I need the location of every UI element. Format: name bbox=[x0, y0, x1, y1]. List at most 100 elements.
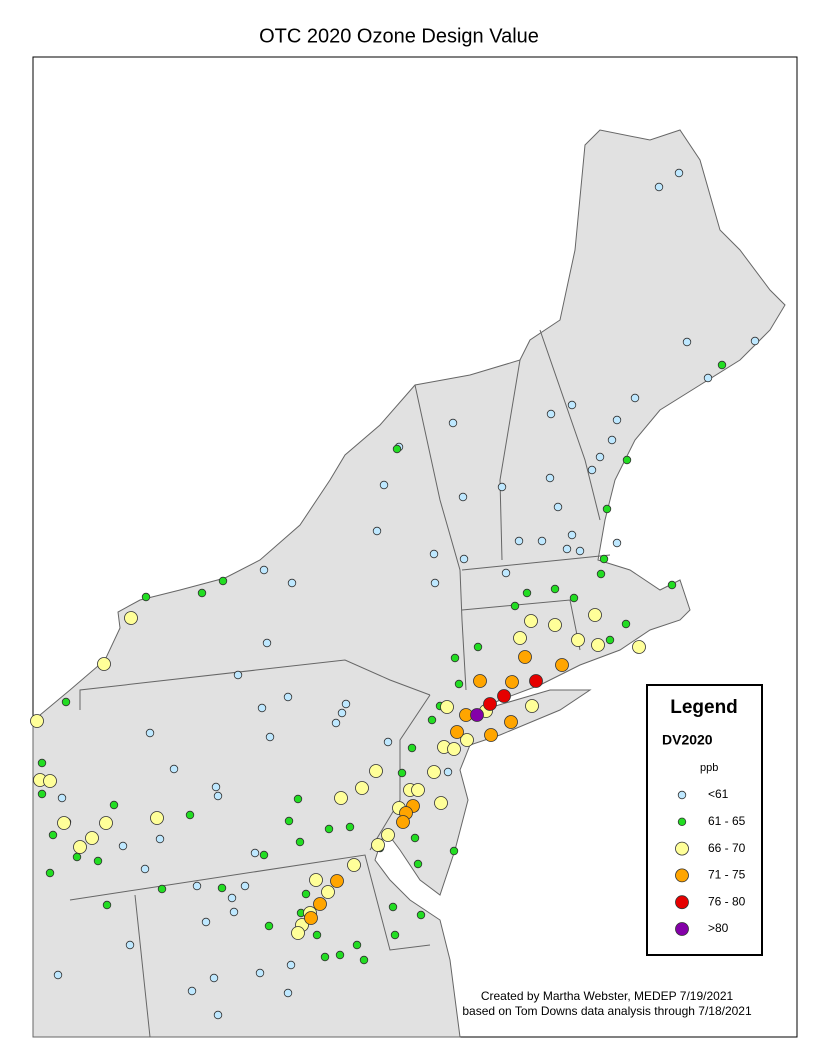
legend-label: 66 - 70 bbox=[708, 841, 746, 855]
monitor-site bbox=[470, 708, 484, 722]
monitor-site bbox=[504, 715, 518, 729]
monitor-site bbox=[397, 768, 407, 778]
monitor-site bbox=[546, 409, 556, 419]
monitor-site bbox=[529, 674, 543, 688]
monitor-site bbox=[97, 657, 111, 671]
monitor-site bbox=[567, 400, 577, 410]
monitor-site bbox=[255, 968, 265, 978]
monitor-site bbox=[218, 576, 228, 586]
legend-symbol bbox=[677, 790, 687, 800]
monitor-site bbox=[313, 897, 327, 911]
monitor-site bbox=[30, 714, 44, 728]
monitor-site bbox=[483, 697, 497, 711]
monitor-site bbox=[355, 781, 369, 795]
monitor-site bbox=[674, 168, 684, 178]
monitor-site bbox=[448, 418, 458, 428]
monitor-site bbox=[331, 718, 341, 728]
monitor-site bbox=[209, 973, 219, 983]
monitor-site bbox=[118, 841, 128, 851]
monitor-site bbox=[460, 733, 474, 747]
monitor-site bbox=[259, 565, 269, 575]
monitor-site bbox=[427, 715, 437, 725]
monitor-site bbox=[295, 837, 305, 847]
monitor-site bbox=[596, 569, 606, 579]
legend-label: 76 - 80 bbox=[708, 894, 746, 908]
monitor-site bbox=[309, 873, 323, 887]
monitor-site bbox=[304, 911, 318, 925]
monitor-site bbox=[72, 852, 82, 862]
monitor-site bbox=[140, 864, 150, 874]
monitor-site bbox=[43, 774, 57, 788]
monitor-site bbox=[497, 689, 511, 703]
monitor-site bbox=[359, 955, 369, 965]
monitor-site bbox=[473, 642, 483, 652]
monitor-site bbox=[567, 530, 577, 540]
monitor-site bbox=[352, 940, 362, 950]
monitor-site bbox=[341, 699, 351, 709]
monitor-site bbox=[682, 337, 692, 347]
legend-unit: ppb bbox=[700, 762, 718, 774]
monitor-site bbox=[257, 703, 267, 713]
monitor-site bbox=[524, 614, 538, 628]
monitor-site bbox=[411, 783, 425, 797]
monitor-site bbox=[345, 822, 355, 832]
monitor-site bbox=[440, 700, 454, 714]
monitor-site bbox=[192, 881, 202, 891]
monitor-site bbox=[293, 794, 303, 804]
monitor-site bbox=[265, 732, 275, 742]
monitor-site bbox=[575, 546, 585, 556]
legend-label: <61 bbox=[708, 787, 729, 801]
monitor-site bbox=[259, 850, 269, 860]
monitor-site bbox=[347, 858, 361, 872]
monitor-site bbox=[213, 1010, 223, 1020]
monitor-site bbox=[85, 831, 99, 845]
monitor-site bbox=[587, 465, 597, 475]
monitor-site bbox=[537, 536, 547, 546]
monitor-site bbox=[233, 670, 243, 680]
legend-symbol bbox=[677, 817, 687, 826]
monitor-site bbox=[301, 889, 311, 899]
monitor-site bbox=[548, 618, 562, 632]
monitor-site bbox=[396, 815, 410, 829]
credit-line: Created by Martha Webster, MEDEP 7/19/20… bbox=[481, 989, 734, 1003]
monitor-site bbox=[371, 838, 385, 852]
monitor-site bbox=[591, 638, 605, 652]
monitor-site bbox=[430, 578, 440, 588]
monitor-site bbox=[514, 536, 524, 546]
monitor-site bbox=[473, 674, 487, 688]
monitor-site bbox=[510, 601, 520, 611]
monitor-site bbox=[201, 917, 211, 927]
monitor-site bbox=[187, 986, 197, 996]
monitor-site bbox=[124, 611, 138, 625]
monitor-site bbox=[312, 930, 322, 940]
monitor-site bbox=[286, 960, 296, 970]
monitor-site bbox=[513, 631, 527, 645]
monitor-site bbox=[717, 360, 727, 370]
monitor-site bbox=[750, 336, 760, 346]
monitor-site bbox=[667, 580, 677, 590]
monitor-site bbox=[57, 793, 67, 803]
legend-title: Legend bbox=[670, 697, 738, 718]
monitor-site bbox=[545, 473, 555, 483]
monitor-site bbox=[155, 834, 165, 844]
monitor-site bbox=[197, 588, 207, 598]
monitor-site bbox=[330, 874, 344, 888]
monitor-site bbox=[602, 504, 612, 514]
monitor-site bbox=[612, 538, 622, 548]
monitor-site bbox=[632, 640, 646, 654]
monitor-site bbox=[102, 900, 112, 910]
monitor-site bbox=[227, 893, 237, 903]
monitor-site bbox=[654, 182, 664, 192]
monitor-site bbox=[555, 658, 569, 672]
monitor-site bbox=[612, 415, 622, 425]
monitor-site bbox=[283, 988, 293, 998]
credit-line: based on Tom Downs data analysis through… bbox=[462, 1004, 752, 1018]
monitor-site bbox=[416, 910, 426, 920]
monitor-site bbox=[283, 692, 293, 702]
monitor-site bbox=[588, 608, 602, 622]
monitor-site bbox=[505, 675, 519, 689]
legend-symbol bbox=[675, 922, 689, 936]
monitor-site bbox=[429, 549, 439, 559]
monitor-site bbox=[497, 482, 507, 492]
